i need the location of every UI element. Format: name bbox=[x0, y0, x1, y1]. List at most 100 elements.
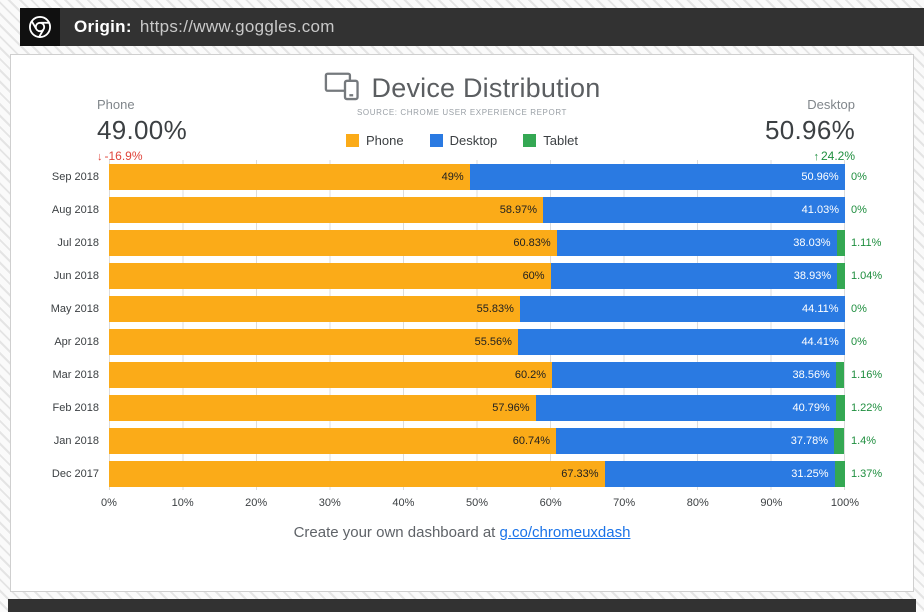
bar-value-label: 57.96% bbox=[492, 401, 530, 414]
bar-value-label: 40.79% bbox=[792, 401, 830, 414]
bar-track: 60.83% 38.03% bbox=[109, 229, 845, 256]
x-axis-tick: 70% bbox=[613, 497, 636, 509]
chart: Sep 2018 49% 50.96% 0% Aug 2018 58.97% 41.03% 0… bbox=[25, 160, 899, 512]
x-axis-tick: 90% bbox=[760, 497, 783, 509]
bar-value-label: 31.25% bbox=[791, 467, 829, 480]
tablet-value-label: 1.22% bbox=[851, 401, 883, 414]
row-label: May 2018 bbox=[50, 302, 99, 315]
chart-row: Aug 2018 58.97% 41.03% 0% bbox=[25, 193, 899, 226]
page-title: Device Distribution bbox=[371, 73, 601, 103]
bar-track: 55.56% 44.41% bbox=[109, 328, 845, 355]
legend-label: Desktop bbox=[449, 133, 498, 148]
bar-value-label: 60% bbox=[522, 269, 545, 282]
bar-segment-tablet[interactable] bbox=[837, 262, 845, 289]
footer-text: Create your own dashboard at bbox=[293, 524, 500, 541]
bar-segment-desktop[interactable]: 50.96% bbox=[469, 163, 845, 190]
bar-segment-phone[interactable]: 58.97% bbox=[109, 196, 544, 223]
phone-delta-value: -16.9% bbox=[104, 149, 143, 163]
bar-value-label: 38.56% bbox=[792, 368, 830, 381]
bar-track: 67.33% 31.25% bbox=[109, 460, 845, 487]
bar-value-label: 60.74% bbox=[512, 434, 551, 447]
dashboard-card: Device Distribution SOURCE: CHROME USER … bbox=[10, 54, 914, 592]
title-row: Device Distribution bbox=[25, 71, 899, 106]
bar-value-label: 38.93% bbox=[793, 269, 832, 282]
tablet-value-label: 1.11% bbox=[851, 236, 882, 249]
tablet-value-label: 1.16% bbox=[851, 368, 883, 381]
chart-row: Mar 2018 60.2% 38.56% 1.16% bbox=[25, 358, 899, 391]
legend-item-desktop[interactable]: Desktop bbox=[429, 133, 498, 148]
bar-segment-phone[interactable]: 57.96% bbox=[109, 394, 536, 421]
bar-segment-phone[interactable]: 67.33% bbox=[109, 460, 605, 487]
chart-row: Sep 2018 49% 50.96% 0% bbox=[25, 160, 899, 193]
row-label: Feb 2018 bbox=[52, 401, 99, 414]
origin-url: https://www.goggles.com bbox=[139, 17, 335, 36]
desktop-stat-delta: ↑ 24.2% bbox=[765, 149, 855, 163]
origin-bar: Origin: https://www.goggles.com bbox=[20, 8, 924, 46]
x-axis-tick: 60% bbox=[539, 497, 562, 509]
bar-segment-tablet[interactable] bbox=[834, 427, 845, 454]
x-axis-tick: 30% bbox=[318, 497, 341, 509]
legend-swatch-icon bbox=[346, 134, 359, 147]
bar-segment-tablet[interactable] bbox=[836, 229, 845, 256]
bar-value-label: 38.03% bbox=[793, 236, 831, 249]
bar-segment-tablet[interactable] bbox=[835, 394, 845, 421]
footer-link[interactable]: g.co/chromeuxdash bbox=[499, 524, 631, 541]
bar-value-label: 67.33% bbox=[561, 467, 599, 480]
bottom-bar bbox=[8, 599, 916, 612]
bar-segment-phone[interactable]: 55.56% bbox=[109, 328, 518, 355]
row-label: Apr 2018 bbox=[54, 335, 99, 348]
bar-track: 57.96% 40.79% bbox=[109, 394, 845, 421]
legend-item-tablet[interactable]: Tablet bbox=[523, 133, 578, 148]
row-label: Jan 2018 bbox=[53, 434, 99, 447]
bar-segment-tablet[interactable] bbox=[834, 460, 845, 487]
bar-track: 58.97% 41.03% bbox=[109, 196, 845, 223]
legend-item-phone[interactable]: Phone bbox=[346, 133, 404, 148]
row-label: Jul 2018 bbox=[57, 236, 99, 249]
bar-segment-desktop[interactable]: 37.78% bbox=[556, 427, 835, 454]
up-arrow-icon: ↑ bbox=[813, 151, 819, 163]
tablet-value-label: 0% bbox=[851, 203, 867, 216]
bar-segment-phone[interactable]: 55.83% bbox=[109, 295, 520, 322]
phone-stat-label: Phone bbox=[97, 97, 135, 112]
bar-value-label: 49% bbox=[441, 170, 464, 183]
tablet-value-label: 1.37% bbox=[851, 467, 883, 480]
bar-segment-tablet[interactable] bbox=[835, 361, 845, 388]
tablet-value-label: 0% bbox=[851, 302, 867, 315]
devices-icon bbox=[324, 71, 360, 106]
chart-row: Jul 2018 60.83% 38.03% 1.11% bbox=[25, 226, 899, 259]
bar-segment-phone[interactable]: 60.83% bbox=[109, 229, 557, 256]
bar-segment-desktop[interactable]: 38.03% bbox=[556, 229, 837, 256]
chart-row: Feb 2018 57.96% 40.79% 1.22% bbox=[25, 391, 899, 424]
bar-segment-phone[interactable]: 60% bbox=[109, 262, 551, 289]
row-label: Dec 2017 bbox=[51, 467, 99, 480]
bar-value-label: 44.41% bbox=[801, 335, 839, 348]
bar-track: 49% 50.96% bbox=[109, 163, 845, 190]
tablet-value-label: 1.4% bbox=[851, 434, 877, 447]
bar-segment-desktop[interactable]: 41.03% bbox=[543, 196, 845, 223]
bar-segment-desktop[interactable]: 38.56% bbox=[552, 361, 836, 388]
bar-segment-phone[interactable]: 49% bbox=[109, 163, 470, 190]
plot-area: Sep 2018 49% 50.96% 0% Aug 2018 58.97% 41.03% 0… bbox=[25, 160, 899, 490]
bar-segment-desktop[interactable]: 44.11% bbox=[519, 295, 845, 322]
chart-rows: Sep 2018 49% 50.96% 0% Aug 2018 58.97% 41.03% 0… bbox=[25, 160, 899, 490]
desktop-stat-label: Desktop bbox=[807, 97, 855, 112]
bar-segment-phone[interactable]: 60.2% bbox=[109, 361, 553, 388]
row-label: Sep 2018 bbox=[51, 170, 99, 183]
x-axis-tick: 50% bbox=[465, 497, 489, 509]
x-axis-tick: 40% bbox=[392, 497, 415, 509]
phone-stat-value: 49.00% bbox=[97, 115, 187, 145]
bar-segment-phone[interactable]: 60.74% bbox=[109, 427, 557, 454]
x-axis-tick: 0% bbox=[101, 497, 117, 509]
bar-value-label: 60.83% bbox=[513, 236, 551, 249]
chart-row: Jun 2018 60% 38.93% 1.04% bbox=[25, 259, 899, 292]
bar-value-label: 55.83% bbox=[476, 302, 514, 315]
bar-segment-desktop[interactable]: 38.93% bbox=[550, 262, 838, 289]
bar-value-label: 60.2% bbox=[514, 368, 547, 381]
bar-value-label: 55.56% bbox=[474, 335, 512, 348]
bar-segment-desktop[interactable]: 31.25% bbox=[604, 460, 835, 487]
bar-segment-desktop[interactable]: 40.79% bbox=[535, 394, 836, 421]
chrome-logo-icon bbox=[20, 8, 60, 46]
bar-value-label: 50.96% bbox=[801, 170, 839, 183]
tablet-value-label: 0% bbox=[851, 170, 867, 183]
bar-segment-desktop[interactable]: 44.41% bbox=[517, 328, 845, 355]
